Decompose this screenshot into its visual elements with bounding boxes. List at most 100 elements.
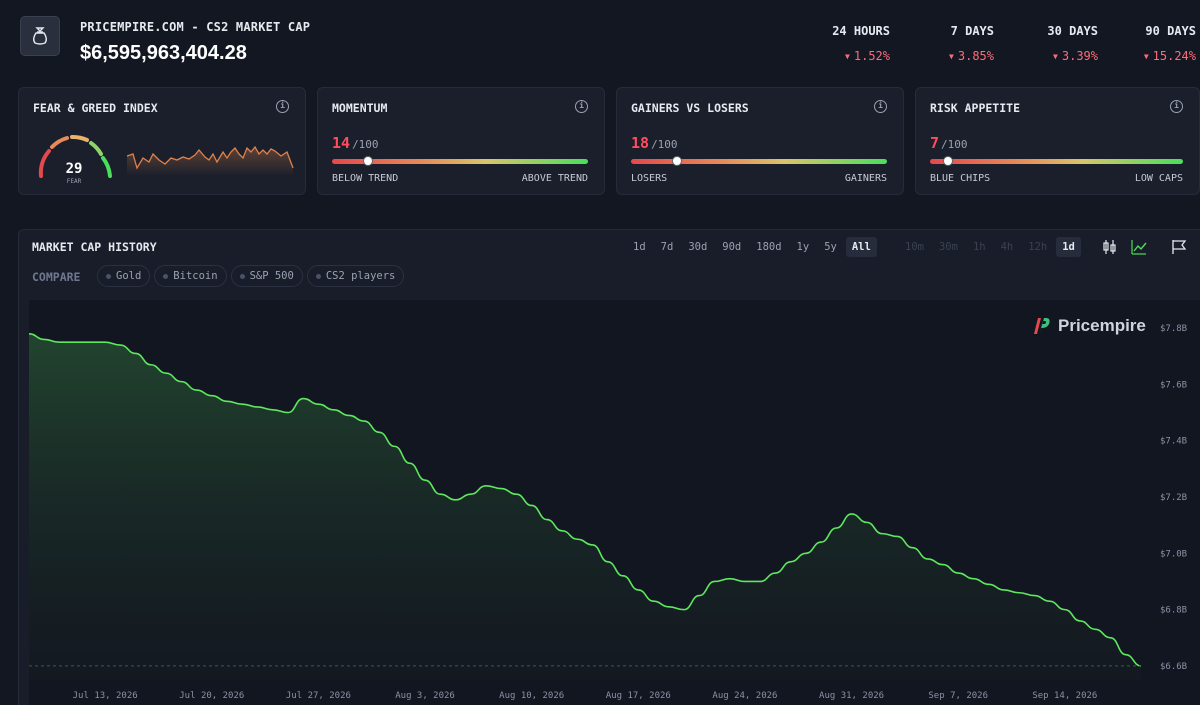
x-tick-label: Aug 10, 2026 — [499, 691, 564, 701]
chart-area[interactable]: $7.8B $7.6B $7.4B $7.2B $7.0B $6.8B $6.6B Jul 1… — [28, 300, 1200, 705]
range-7d[interactable]: 7d — [660, 241, 674, 253]
x-tick-label: Aug 17, 2026 — [606, 691, 671, 701]
down-arrow-icon: ▼ — [1143, 52, 1149, 61]
period-change-value: 3.39% — [1061, 49, 1098, 63]
compare-cs2-players[interactable]: CS2 players — [306, 265, 405, 287]
range-5y[interactable]: 5y — [824, 241, 837, 253]
flag-icon[interactable] — [1171, 239, 1187, 255]
interval-1d[interactable]: 1d — [1056, 237, 1081, 257]
interval-10m[interactable]: 10m — [905, 241, 924, 253]
panel-title: MARKET CAP HISTORY — [32, 240, 157, 254]
gainers-bar — [631, 156, 887, 166]
compare-chips: Gold Bitcoin S&P 500 CS2 players — [97, 265, 405, 287]
fear-greed-gauge: 29 FEAR — [38, 135, 294, 185]
fear-greed-label: FEAR — [67, 178, 82, 185]
dot-icon — [106, 273, 111, 279]
y-tick-label: $7.2B — [1160, 493, 1187, 503]
score-max: /100 — [941, 138, 968, 151]
bar-knob — [672, 156, 683, 166]
momentum-bar — [332, 156, 588, 166]
range-1d[interactable]: 1d — [633, 241, 646, 253]
chip-label: S&P 500 — [249, 270, 294, 282]
compare-sp500[interactable]: S&P 500 — [230, 265, 303, 287]
x-tick-label: Jul 27, 2026 — [286, 691, 351, 701]
score-value: 7 — [930, 134, 940, 152]
info-icon[interactable]: i — [575, 100, 588, 113]
watermark-text: Pricempire — [1058, 316, 1146, 335]
interval-1h[interactable]: 1h — [972, 241, 986, 253]
score-max: /100 — [651, 138, 678, 151]
interval-12h[interactable]: 12h — [1028, 241, 1048, 253]
period-change: ▼ 15.24% — [1106, 49, 1196, 63]
risk-bar — [930, 156, 1183, 166]
interval-4h[interactable]: 4h — [1000, 241, 1014, 253]
range-selector: 1d 7d 30d 90d 180d 1y 5y All — [627, 237, 877, 257]
x-tick-label: Jul 20, 2026 — [179, 691, 244, 701]
score-value: 18 — [631, 134, 650, 152]
fear-greed-card: FEAR & GREED INDEX i 29 FEAR — [18, 87, 306, 195]
x-tick-label: Aug 31, 2026 — [819, 691, 884, 701]
series-line — [28, 332, 1142, 667]
bar-right-label: ABOVE TREND — [521, 173, 588, 184]
y-tick-label: $7.8B — [1160, 324, 1187, 334]
interval-30m[interactable]: 30m — [938, 241, 958, 253]
range-90d[interactable]: 90d — [722, 241, 742, 253]
info-icon[interactable]: i — [874, 100, 887, 113]
period-change-value: 15.24% — [1152, 49, 1196, 63]
range-30d[interactable]: 30d — [688, 241, 708, 253]
fear-greed-value: 29 — [66, 161, 83, 177]
bar-right-label: GAINERS — [844, 173, 887, 184]
bar-knob — [942, 156, 953, 166]
compare-bitcoin[interactable]: Bitcoin — [154, 265, 227, 287]
period-label: 7 DAYS — [950, 24, 994, 38]
bar-left-label: BLUE CHIPS — [930, 173, 991, 184]
x-tick-label: Aug 3, 2026 — [395, 691, 455, 701]
line-chart-icon[interactable] — [1131, 239, 1147, 255]
momentum-card: MOMENTUM i 14/100 BELOW TREND ABOVE TREN… — [317, 87, 605, 195]
bar-right-label: LOW CAPS — [1134, 173, 1183, 184]
range-1y[interactable]: 1y — [796, 241, 810, 253]
period-label: 24 HOURS — [832, 24, 890, 38]
down-arrow-icon: ▼ — [845, 52, 850, 61]
info-icon[interactable]: i — [1170, 100, 1183, 113]
chip-label: CS2 players — [325, 270, 396, 282]
momentum-score: 14/100 — [332, 134, 379, 152]
chip-label: Gold — [116, 270, 142, 282]
market-cap-subtitle: PRICEMPIRE.COM - CS2 MARKET CAP — [80, 20, 311, 34]
market-cap-history-panel: MARKET CAP HISTORY COMPARE Gold Bitcoin … — [18, 229, 1200, 705]
candlestick-icon[interactable] — [1102, 239, 1118, 255]
period-label: 30 DAYS — [1047, 24, 1098, 38]
chart-area-fill — [29, 333, 1141, 680]
market-cap-chart[interactable]: $7.8B $7.6B $7.4B $7.2B $7.0B $6.8B $6.6B Jul 1… — [28, 300, 1200, 705]
period-change-value: 3.85% — [957, 49, 994, 63]
risk-score: 7/100 — [930, 134, 968, 152]
card-title: GAINERS VS LOSERS — [631, 101, 749, 115]
y-tick-label: $7.0B — [1160, 549, 1187, 559]
market-cap-value: $6,595,963,404.28 — [80, 42, 247, 64]
risk-appetite-card: RISK APPETITE i 7/100 BLUE CHIPS LOW CAP… — [915, 87, 1200, 195]
period-label: 90 DAYS — [1145, 24, 1196, 38]
period-change: ▼ 3.85% — [904, 49, 994, 63]
y-tick-label: $6.8B — [1160, 606, 1187, 616]
logo — [20, 16, 60, 56]
x-tick-label: Aug 24, 2026 — [712, 691, 777, 701]
fear-greed-sparkline — [126, 145, 294, 170]
dot-icon — [239, 273, 245, 279]
card-title: FEAR & GREED INDEX — [33, 101, 158, 115]
range-all[interactable]: All — [845, 237, 877, 257]
period-change: ▼ 3.39% — [1008, 49, 1098, 63]
score-value: 14 — [332, 134, 351, 152]
info-icon[interactable]: i — [276, 100, 289, 113]
period-90d: 90 DAYS ▼ 15.24% — [1106, 24, 1196, 63]
period-change-value: 1.52% — [853, 49, 890, 63]
period-change: ▼ 1.52% — [800, 49, 890, 63]
card-title: RISK APPETITE — [930, 101, 1021, 115]
chip-label: Bitcoin — [173, 270, 218, 282]
y-tick-label: $7.4B — [1160, 437, 1187, 447]
compare-gold[interactable]: Gold — [97, 265, 151, 287]
period-30d: 30 DAYS ▼ 3.39% — [1008, 24, 1098, 63]
range-180d[interactable]: 180d — [756, 241, 782, 253]
card-title: MOMENTUM — [332, 101, 388, 115]
score-max: /100 — [352, 138, 379, 151]
dot-icon — [315, 273, 321, 279]
